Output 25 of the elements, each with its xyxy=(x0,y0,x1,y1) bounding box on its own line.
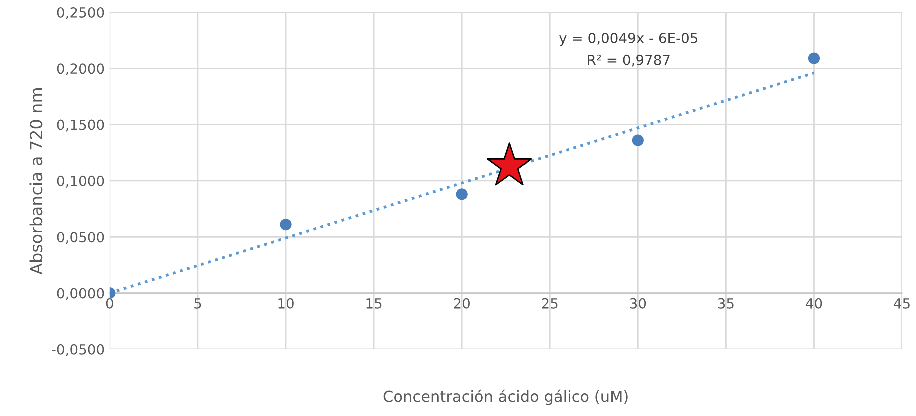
x-tick-label: 0 xyxy=(106,298,114,309)
point xyxy=(280,218,292,231)
annotation: R² = 0,9787 xyxy=(588,54,670,67)
x-tick-label: 45 xyxy=(894,298,910,309)
x-tick-label: 35 xyxy=(718,298,734,309)
x-tick-label: 20 xyxy=(454,298,470,309)
y-tick-label: -0,0500 xyxy=(52,344,104,356)
y-axis-title: Absorbancia a 720 nm xyxy=(30,88,43,275)
x-axis-title: Concentración ácido gálico (uM) xyxy=(384,390,628,406)
annotation: y = 0,0049x - 6E-05 xyxy=(559,32,698,46)
y-tick-label: 0,1000 xyxy=(57,176,104,188)
y-tick-label: 0,1500 xyxy=(57,120,104,132)
x-tick-label: 15 xyxy=(366,298,382,309)
x-tick-label: 5 xyxy=(194,298,202,309)
point xyxy=(632,134,644,146)
y-tick-label: 0,0000 xyxy=(57,288,104,300)
point xyxy=(808,52,820,64)
x-tick-label: 25 xyxy=(542,298,558,309)
y-tick-label: 0,0500 xyxy=(57,232,104,244)
x-tick-label: 30 xyxy=(630,298,646,309)
y-tick-label: 0,2000 xyxy=(57,64,104,76)
y-tick-label: 0,2500 xyxy=(57,7,104,20)
x-tick-label: 40 xyxy=(806,298,822,309)
x-tick-label: 10 xyxy=(278,298,294,309)
point xyxy=(456,188,468,200)
